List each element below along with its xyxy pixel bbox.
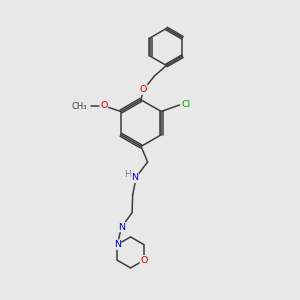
Text: N: N xyxy=(131,173,138,182)
Text: O: O xyxy=(100,101,107,110)
Text: N: N xyxy=(118,223,125,232)
Text: N: N xyxy=(114,240,121,249)
Text: O: O xyxy=(140,256,148,265)
Text: Cl: Cl xyxy=(181,100,190,109)
Text: O: O xyxy=(140,85,147,94)
Text: H: H xyxy=(124,170,131,179)
Text: CH₃: CH₃ xyxy=(72,102,87,111)
